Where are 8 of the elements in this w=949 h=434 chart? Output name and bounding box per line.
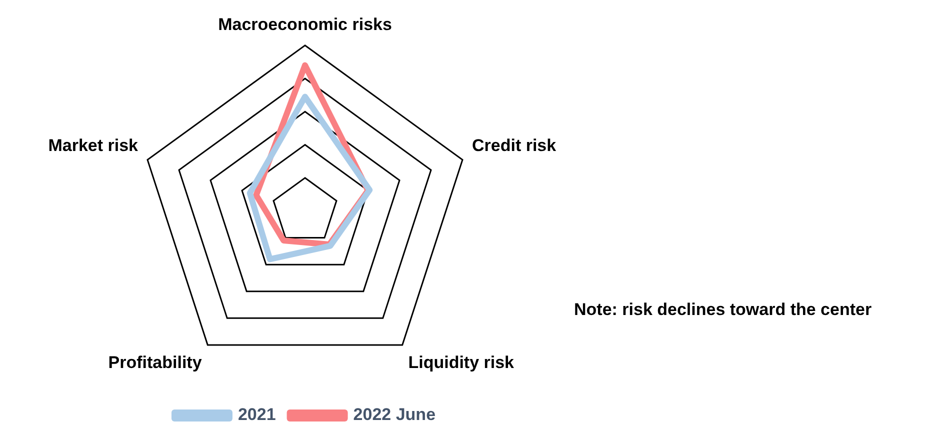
spoke-label: Liquidity risk — [408, 352, 515, 372]
spoke-label: Profitability — [108, 352, 202, 372]
legend-label: 2021 — [238, 405, 276, 424]
spoke-label: Market risk — [48, 136, 139, 156]
legend-label: 2022 June — [353, 405, 436, 424]
spoke-label: Credit risk — [472, 136, 557, 156]
text: Note: risk declines toward the center — [574, 300, 872, 320]
spoke-label: Macroeconomic risks — [218, 14, 392, 34]
